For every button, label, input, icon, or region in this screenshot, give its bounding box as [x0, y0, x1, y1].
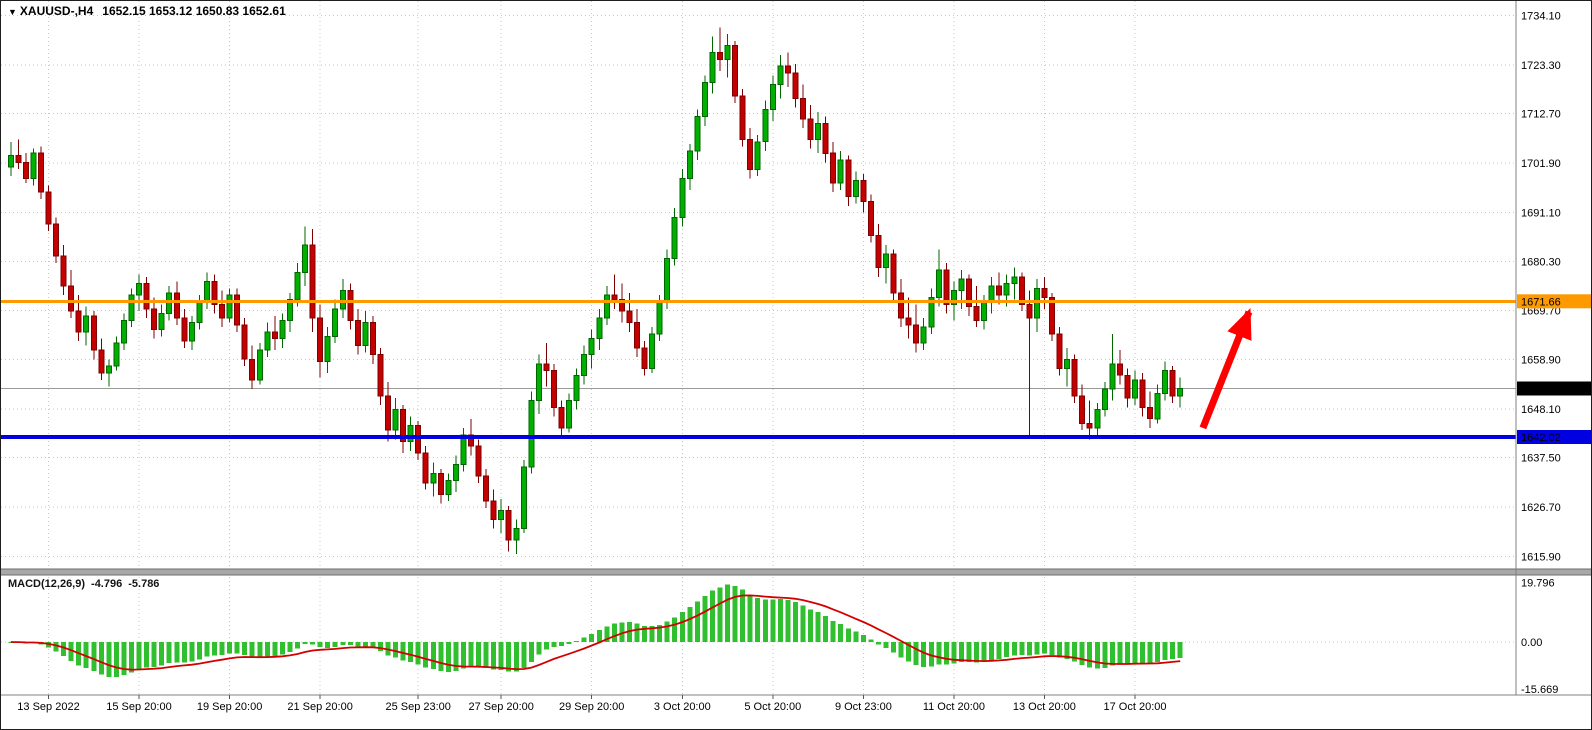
- svg-text:19 Sep 20:00: 19 Sep 20:00: [197, 701, 262, 713]
- svg-text:-15.669: -15.669: [1521, 684, 1558, 696]
- axis-frame: [1, 1, 1591, 696]
- svg-text:25 Sep 23:00: 25 Sep 23:00: [385, 701, 450, 713]
- macd-indicator-label: MACD(12,26,9): [8, 578, 86, 590]
- time-axis[interactable]: 13 Sep 2022 15 Sep 20:00 19 Sep 20:00 21 Se…: [17, 695, 1167, 713]
- svg-text:1712.70: 1712.70: [1521, 108, 1561, 120]
- svg-text:1680.30: 1680.30: [1521, 257, 1561, 269]
- macd-signal-value: -5.786: [128, 578, 160, 590]
- svg-text:1723.30: 1723.30: [1521, 60, 1561, 72]
- svg-text:13 Sep 2022: 13 Sep 2022: [17, 701, 79, 713]
- resistance-line-price-badge: 1671.66: [1517, 294, 1591, 309]
- macd-header: MACD(12,26,9) -4.796 -5.786: [8, 578, 165, 590]
- svg-text:21 Sep 20:00: 21 Sep 20:00: [287, 701, 352, 713]
- svg-text:9 Oct 23:00: 9 Oct 23:00: [835, 701, 892, 713]
- svg-text:11 Oct 20:00: 11 Oct 20:00: [923, 701, 985, 713]
- svg-text:15 Sep 20:00: 15 Sep 20:00: [106, 701, 171, 713]
- svg-text:1701.90: 1701.90: [1521, 158, 1561, 170]
- svg-text:1658.90: 1658.90: [1521, 355, 1561, 367]
- svg-text:29 Sep 20:00: 29 Sep 20:00: [559, 701, 624, 713]
- support-line-price-badge: 1642.02: [1517, 430, 1591, 444]
- svg-text:5 Oct 20:00: 5 Oct 20:00: [744, 701, 801, 713]
- symbol-header: ▼ XAUUSD-,H4 1652.15 1653.12 1650.83 1652.…: [8, 4, 286, 18]
- svg-text:1626.70: 1626.70: [1521, 502, 1561, 514]
- svg-text:19.796: 19.796: [1521, 578, 1555, 590]
- ohlc-readout: 1652.15 1653.12 1650.83 1652.61: [102, 4, 286, 18]
- symbol-collapse-icon[interactable]: ▼: [8, 7, 17, 17]
- symbol-timeframe-label: XAUUSD-,H4: [19, 4, 94, 18]
- svg-text:1734.10: 1734.10: [1521, 10, 1561, 22]
- svg-text:1637.50: 1637.50: [1521, 453, 1561, 465]
- svg-text:17 Oct 20:00: 17 Oct 20:00: [1104, 701, 1167, 713]
- bid-line-price-badge: 1652.61: [1517, 381, 1591, 396]
- candles-layer[interactable]: [7, 27, 1184, 554]
- macd-histogram: [8, 584, 1183, 677]
- svg-text:1648.10: 1648.10: [1521, 404, 1561, 416]
- svg-text:27 Sep 20:00: 27 Sep 20:00: [468, 701, 533, 713]
- svg-text:1652.61: 1652.61: [1521, 384, 1561, 396]
- trend-arrow[interactable]: [1199, 308, 1253, 430]
- macd-signal-line: [10, 594, 1181, 671]
- svg-text:1615.90: 1615.90: [1521, 552, 1561, 564]
- svg-text:1642.02: 1642.02: [1521, 432, 1561, 444]
- grid-layer: [1, 1, 1516, 695]
- price-axis[interactable]: 1734.10 1723.30 1712.70 1701.90 1691.10 1680.…: [1517, 10, 1591, 696]
- macd-main-value: -4.796: [91, 578, 123, 590]
- panel-separator[interactable]: [1, 568, 1592, 576]
- svg-text:0.00: 0.00: [1521, 637, 1542, 649]
- svg-text:1671.66: 1671.66: [1521, 296, 1561, 308]
- svg-text:13 Oct 20:00: 13 Oct 20:00: [1013, 701, 1076, 713]
- svg-text:1691.10: 1691.10: [1521, 207, 1561, 219]
- horizontal-level-lines[interactable]: [1, 299, 1516, 439]
- svg-text:3 Oct 20:00: 3 Oct 20:00: [654, 701, 711, 713]
